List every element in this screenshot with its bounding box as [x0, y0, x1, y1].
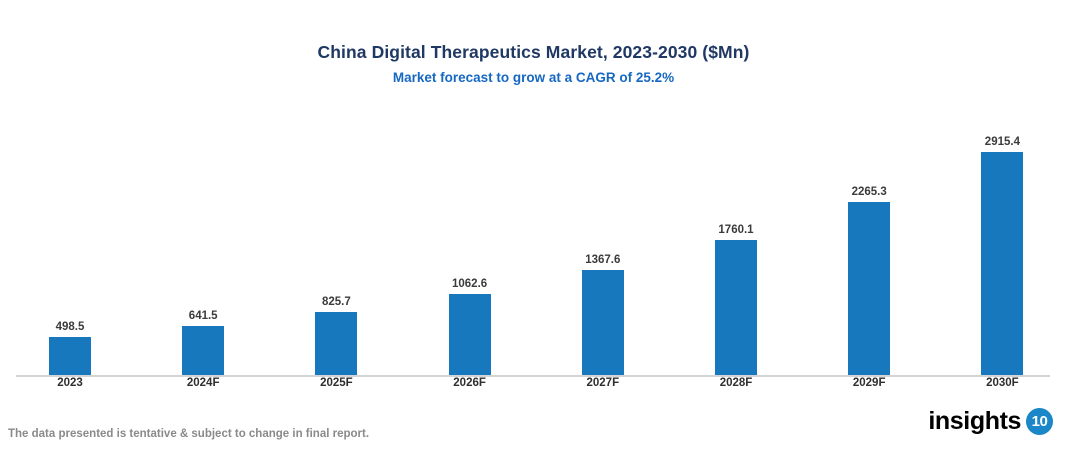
bar-2030f: 2915.4 [981, 110, 1024, 375]
footer-disclaimer: The data presented is tentative & subjec… [8, 428, 370, 440]
x-axis-line [16, 375, 1050, 377]
bar-rect [981, 152, 1024, 375]
x-tick-label-2025f: 2025F [320, 377, 353, 389]
bar-value-label: 2915.4 [984, 136, 1020, 148]
bar-rect [182, 325, 225, 375]
chart-subtitle: Market forecast to grow at a CAGR of 25.… [392, 70, 675, 85]
title-block: China Digital Therapeutics Market, 2023-… [0, 40, 1067, 89]
chart-title: China Digital Therapeutics Market, 2023-… [317, 42, 750, 62]
bar-2027f: 1367.6 [581, 110, 624, 375]
x-tick-label-2024f: 2024F [186, 377, 220, 389]
bar-series: 498.5 641.5 825.7 1062.6 1367.6 1760.1 2265.3 2… [0, 110, 1067, 375]
bar-rect [49, 336, 91, 375]
bar-rect [315, 311, 358, 375]
x-tick-label-2030f: 2030F [986, 377, 1019, 389]
bar-rect [848, 201, 891, 375]
bar-rect [581, 270, 624, 375]
x-tick-label-2023: 2023 [57, 377, 83, 389]
bar-2026f: 1062.6 [448, 110, 491, 375]
bar-value-label: 1760.1 [718, 224, 754, 237]
x-tick-label-2026f: 2026F [453, 377, 486, 389]
bar-rect [448, 293, 491, 375]
bar-value-label: 1062.6 [452, 277, 488, 290]
x-tick-label-2028f: 2028F [719, 377, 753, 389]
bar-value-label: 641.5 [188, 309, 218, 322]
logo-wordmark: insights [928, 407, 1021, 435]
bar-value-label: 498.5 [55, 320, 85, 333]
x-tick-label-2027f: 2027F [586, 377, 620, 389]
insights10-logo: insights 10 [928, 407, 1053, 435]
bar-value-label: 2265.3 [851, 185, 887, 198]
logo-badge-icon: 10 [1026, 407, 1053, 435]
bar-2025f: 825.7 [315, 110, 358, 375]
x-axis-tick-labels: 2023 2024F 2025F 2026F 2027F 2028F 2029F 2030F [0, 377, 1067, 397]
plot-area: 498.5 641.5 825.7 1062.6 1367.6 1760.1 2265.3 2… [0, 110, 1067, 377]
bar-value-label: 1367.6 [585, 254, 621, 267]
bar-2029f: 2265.3 [848, 110, 891, 375]
bar-2028f: 1760.1 [715, 110, 757, 375]
bar-2023: 498.5 [49, 110, 91, 375]
x-tick-label-2029f: 2029F [852, 377, 886, 389]
bar-rect [715, 240, 757, 375]
bar-value-label: 825.7 [322, 295, 351, 308]
bar-2024f: 641.5 [182, 110, 225, 375]
